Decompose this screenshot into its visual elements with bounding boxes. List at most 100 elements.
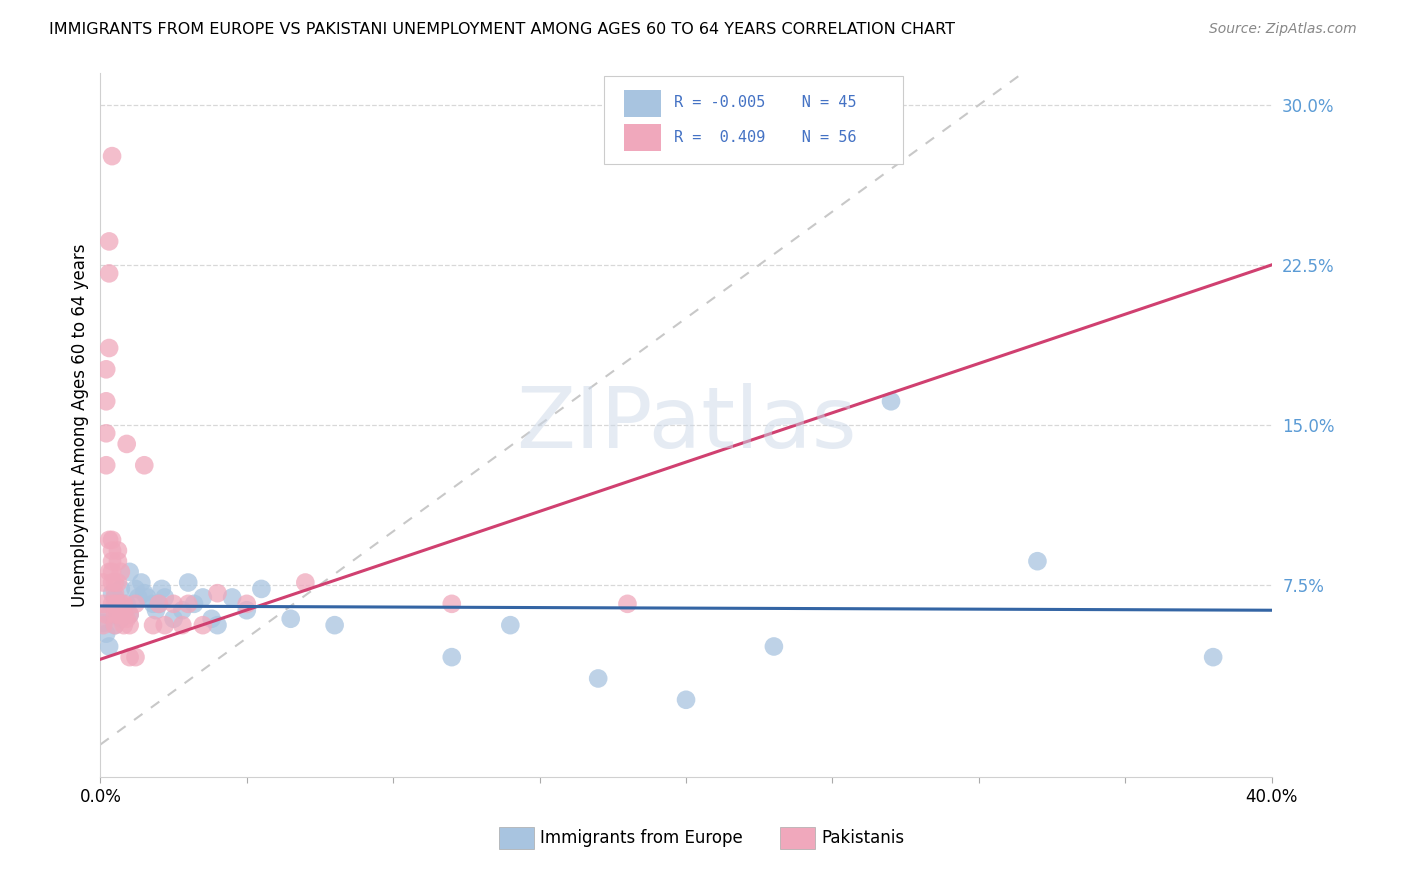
Point (172, 603, 194, 617)
Point (148, 597, 170, 611)
Point (153, 591, 176, 605)
Point (101, 554, 124, 568)
Point (145, 603, 167, 617)
Point (98, 640, 121, 654)
Point (101, 149, 124, 163)
Point (118, 607, 141, 622)
Point (107, 554, 129, 568)
Bar (624, 124, 661, 151)
Point (96, 626, 118, 640)
Point (440, 597, 463, 611)
Point (110, 565, 132, 579)
Point (104, 618, 127, 632)
Point (104, 586, 127, 600)
Point (115, 597, 138, 611)
Point (191, 591, 214, 605)
Point (183, 597, 205, 611)
Text: R =  0.409    N = 56: R = 0.409 N = 56 (675, 130, 856, 145)
Point (101, 543, 124, 558)
Point (107, 597, 129, 611)
Point (250, 582, 273, 596)
Point (162, 597, 184, 611)
Point (207, 618, 229, 632)
Point (112, 618, 135, 632)
Point (91, 597, 114, 611)
Point (91, 618, 114, 632)
Point (104, 591, 127, 605)
Point (221, 591, 243, 605)
Point (110, 612, 132, 626)
Point (762, 640, 785, 654)
Point (323, 618, 346, 632)
Point (118, 618, 141, 632)
Point (177, 575, 200, 590)
Point (96, 426, 118, 441)
Point (191, 618, 214, 632)
Text: ZIPatlas: ZIPatlas (516, 384, 856, 467)
Point (110, 597, 132, 611)
Point (101, 575, 124, 590)
Point (91, 615, 114, 630)
Point (118, 565, 141, 579)
Point (675, 693, 697, 707)
Point (115, 612, 138, 626)
Text: Source: ZipAtlas.com: Source: ZipAtlas.com (1209, 22, 1357, 37)
Text: R = -0.005    N = 45: R = -0.005 N = 45 (675, 95, 856, 110)
Point (127, 591, 149, 605)
Point (104, 575, 127, 590)
Point (880, 394, 903, 409)
Point (150, 582, 173, 596)
Point (98, 607, 121, 622)
Point (177, 597, 200, 611)
Point (96, 458, 118, 473)
Text: IMMIGRANTS FROM EUROPE VS PAKISTANI UNEMPLOYMENT AMONG AGES 60 TO 64 YEARS CORRE: IMMIGRANTS FROM EUROPE VS PAKISTANI UNEM… (49, 22, 955, 37)
Point (101, 586, 124, 600)
Point (131, 575, 153, 590)
Point (586, 672, 609, 686)
Point (98, 565, 121, 579)
Point (101, 565, 124, 579)
Point (110, 582, 132, 596)
Point (124, 650, 146, 665)
Point (294, 575, 316, 590)
Point (172, 618, 194, 632)
Point (142, 597, 165, 611)
Point (101, 533, 124, 547)
Point (236, 597, 259, 611)
Text: Pakistanis: Pakistanis (821, 830, 904, 847)
Point (110, 607, 132, 622)
Point (112, 597, 135, 611)
Point (104, 607, 127, 622)
Point (153, 618, 176, 632)
Point (207, 586, 229, 600)
Point (91, 575, 114, 590)
Point (104, 618, 127, 632)
Point (107, 543, 129, 558)
Point (115, 437, 138, 451)
Point (616, 597, 638, 611)
Bar (624, 90, 661, 117)
Point (98, 266, 121, 280)
Point (1202, 650, 1225, 665)
Point (1026, 554, 1049, 568)
Point (134, 586, 156, 600)
Point (107, 607, 129, 622)
Point (162, 612, 184, 626)
Point (124, 582, 146, 596)
Point (107, 597, 129, 611)
Point (98, 341, 121, 355)
Point (96, 362, 118, 376)
Point (136, 591, 159, 605)
Point (201, 612, 224, 626)
Text: Immigrants from Europe: Immigrants from Europe (540, 830, 742, 847)
Point (112, 603, 135, 617)
Point (134, 458, 156, 473)
Point (107, 607, 129, 622)
Point (107, 575, 129, 590)
Point (101, 597, 124, 611)
Point (142, 618, 165, 632)
Point (440, 650, 463, 665)
Point (280, 612, 302, 626)
Point (124, 597, 146, 611)
Point (96, 394, 118, 409)
